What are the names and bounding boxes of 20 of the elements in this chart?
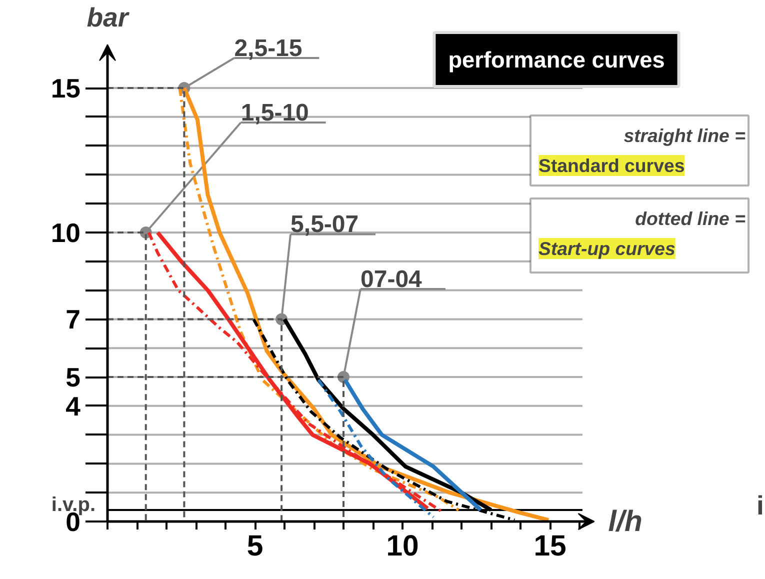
annotation: 07-04: [360, 266, 423, 293]
annotation: 5,5-07: [290, 211, 359, 238]
text: dotted line =: [635, 208, 746, 229]
y-tick-label: 15: [50, 74, 81, 104]
y-tick-label: 5: [66, 362, 81, 392]
x-tick-label: 10: [386, 530, 419, 562]
text: i: [756, 490, 764, 520]
y-tick-label: 4: [66, 391, 81, 422]
annotation: 2,5-15: [234, 35, 302, 62]
x-axis-title: l/h: [608, 505, 642, 538]
chart-title: performance curves: [448, 46, 665, 72]
y-tick-label: 7: [66, 304, 81, 335]
annotation: Start-up curves: [538, 238, 676, 259]
text: straight line =: [624, 125, 746, 146]
y-tick-label: 10: [50, 218, 81, 248]
annotation: Standard curves: [538, 155, 685, 176]
x-tick-label: 5: [246, 530, 264, 562]
y-axis-title: bar: [86, 2, 130, 33]
x-tick-label: 15: [534, 530, 566, 562]
annotation: 1,5-10: [240, 100, 309, 126]
